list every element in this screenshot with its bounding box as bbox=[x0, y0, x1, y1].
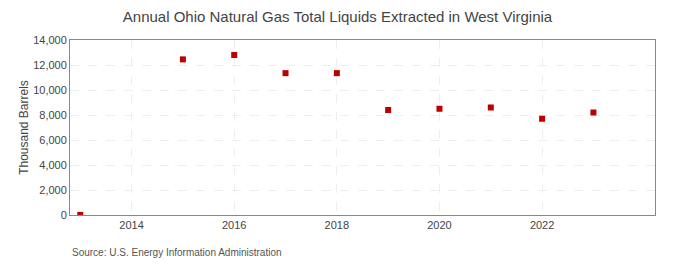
svg-text:6,000: 6,000 bbox=[39, 134, 67, 146]
svg-text:2020: 2020 bbox=[427, 219, 451, 231]
svg-text:2022: 2022 bbox=[530, 219, 554, 231]
svg-text:Source: U.S. Energy Informatio: Source: U.S. Energy Information Administ… bbox=[72, 247, 282, 258]
svg-text:2018: 2018 bbox=[325, 219, 349, 231]
svg-text:2,000: 2,000 bbox=[39, 184, 67, 196]
svg-text:14,000: 14,000 bbox=[33, 34, 67, 46]
svg-text:0: 0 bbox=[61, 209, 67, 221]
svg-text:2016: 2016 bbox=[222, 219, 246, 231]
svg-text:10,000: 10,000 bbox=[33, 84, 67, 96]
svg-text:12,000: 12,000 bbox=[33, 59, 67, 71]
svg-text:4,000: 4,000 bbox=[39, 159, 67, 171]
svg-text:2014: 2014 bbox=[119, 219, 143, 231]
svg-text:Annual Ohio Natural Gas Total: Annual Ohio Natural Gas Total Liquids Ex… bbox=[123, 8, 553, 25]
svg-text:8,000: 8,000 bbox=[39, 109, 67, 121]
svg-text:Thousand Barrels: Thousand Barrels bbox=[17, 80, 31, 175]
